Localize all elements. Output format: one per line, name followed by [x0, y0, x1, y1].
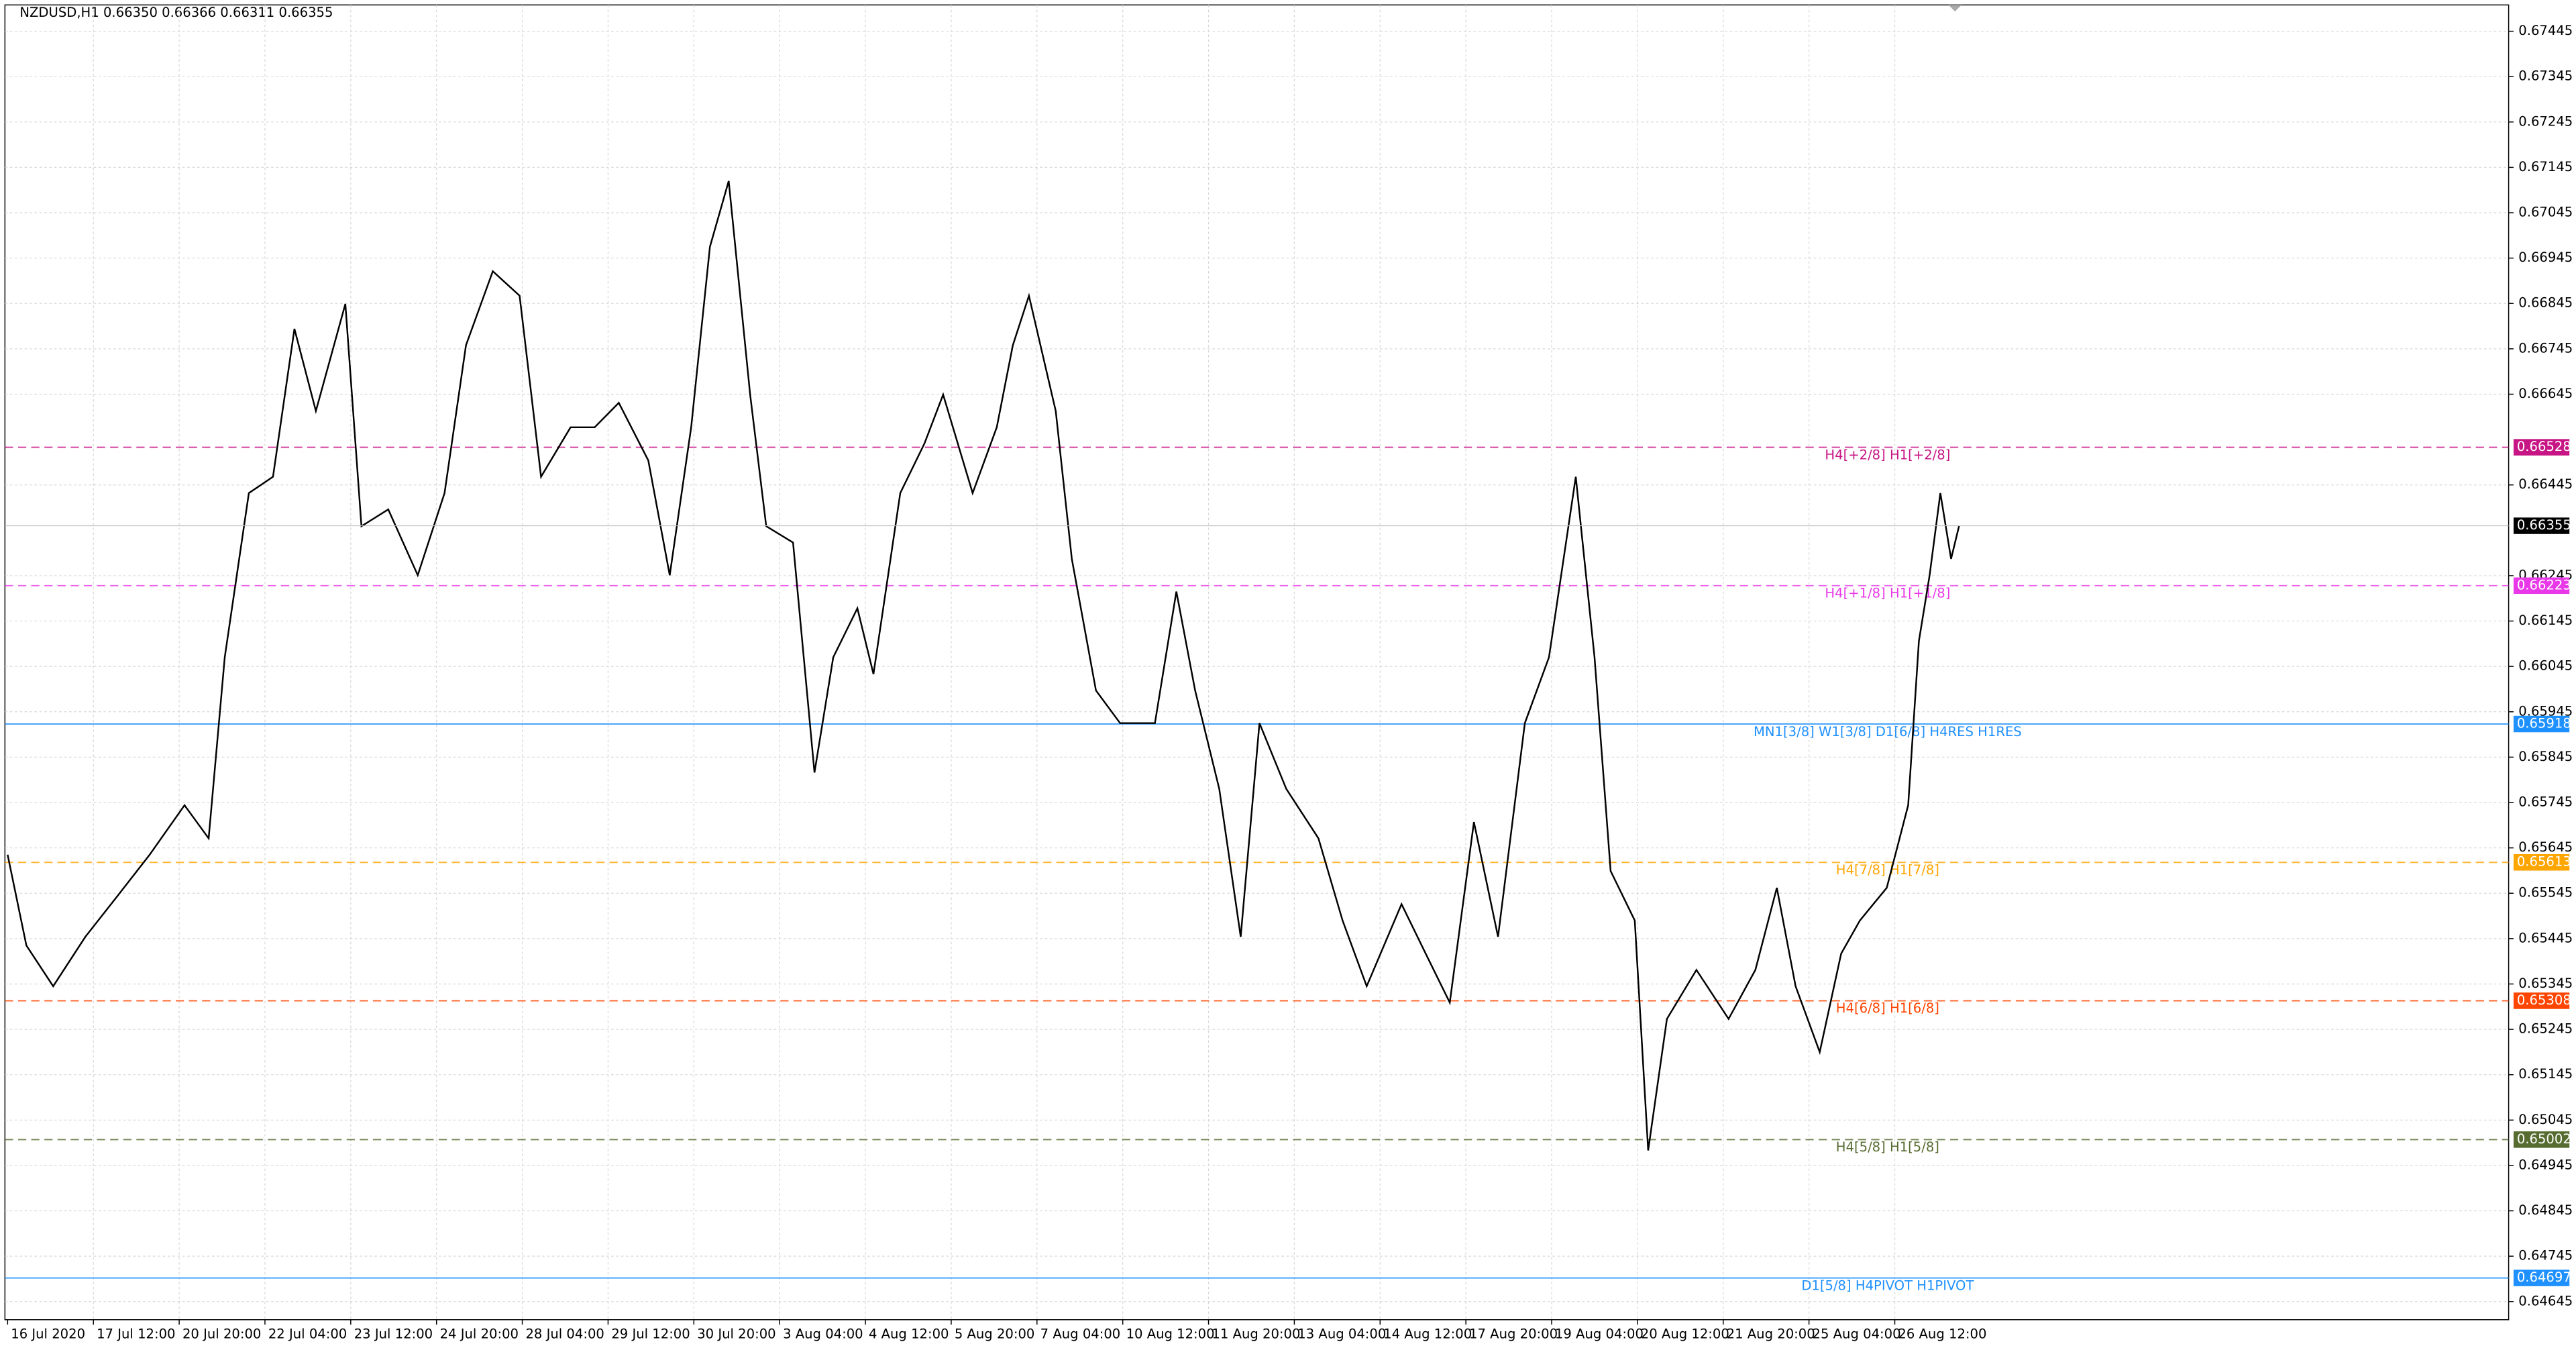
y-tick-label: 0.65245: [2518, 1021, 2573, 1037]
level-tag: [2513, 1270, 2570, 1286]
x-tick-label: 21 Aug 20:00: [1727, 1326, 1815, 1341]
x-tick-label: 19 Aug 04:00: [1555, 1326, 1644, 1341]
plot-frame: [4, 4, 2510, 1321]
x-tick-label: 13 Aug 04:00: [1297, 1326, 1386, 1341]
y-tick-label: 0.65745: [2518, 794, 2573, 810]
chart-title: NZDUSD,H1 0.66350 0.66366 0.66311 0.6635…: [19, 5, 333, 20]
y-tick-label: 0.66745: [2518, 340, 2573, 356]
x-tick-label: 26 Aug 12:00: [1898, 1326, 1986, 1341]
y-tick-label: 0.65645: [2518, 839, 2573, 855]
x-tick-label: 20 Aug 12:00: [1641, 1326, 1729, 1341]
level-label: H4[7/8] H1[7/8]: [1836, 862, 1939, 878]
y-tick-label: 0.66645: [2518, 386, 2573, 401]
x-tick-label: 5 Aug 20:00: [955, 1326, 1035, 1341]
level-label: H4[+2/8] H1[+2/8]: [1825, 447, 1950, 462]
level-label: MN1[3/8] W1[3/8] D1[6/8] H4RES H1RES: [1754, 724, 2022, 739]
level-label: D1[5/8] H4PIVOT H1PIVOT: [1801, 1278, 1974, 1293]
y-tick-label: 0.66945: [2518, 250, 2573, 265]
level-tag-label: 0.65002: [2517, 1131, 2571, 1147]
x-tick-label: 28 Jul 04:00: [525, 1326, 604, 1341]
y-tick-label: 0.64945: [2518, 1157, 2573, 1172]
x-tick-label: 16 Jul 2020: [11, 1326, 85, 1341]
y-tick-label: 0.67145: [2518, 159, 2573, 174]
x-tick-label: 22 Jul 04:00: [268, 1326, 347, 1341]
x-tick-label: 10 Aug 12:00: [1126, 1326, 1215, 1341]
x-tick-label: 4 Aug 12:00: [869, 1326, 949, 1341]
level-label: H4[+1/8] H1[+1/8]: [1825, 586, 1950, 601]
level-label: H4[6/8] H1[6/8]: [1836, 1000, 1939, 1016]
level-tag-label: 0.66223: [2517, 577, 2571, 592]
level-tag-label: 0.66528: [2517, 439, 2571, 454]
y-tick-label: 0.65545: [2518, 885, 2573, 900]
y-tick-label: 0.64645: [2518, 1293, 2573, 1308]
y-tick-label: 0.65945: [2518, 703, 2573, 719]
level-tag: [2513, 1131, 2570, 1148]
level-label: H4[5/8] H1[5/8]: [1836, 1139, 1939, 1155]
y-tick-label: 0.65345: [2518, 976, 2573, 991]
y-tick-label: 0.66445: [2518, 476, 2573, 492]
x-tick-label: 14 Aug 12:00: [1383, 1326, 1472, 1341]
level-tag-label: 0.64697: [2517, 1270, 2571, 1285]
x-tick-label: 23 Jul 12:00: [354, 1326, 433, 1341]
y-tick-label: 0.65845: [2518, 749, 2573, 764]
x-tick-label: 17 Aug 20:00: [1469, 1326, 1558, 1341]
y-tick-label: 0.66845: [2518, 295, 2573, 311]
level-tag: [2513, 577, 2570, 594]
shift-marker: [1948, 5, 1962, 12]
x-tick-label: 24 Jul 20:00: [440, 1326, 519, 1341]
last-price-tag: [2513, 517, 2570, 534]
y-tick-label: 0.65045: [2518, 1112, 2573, 1127]
x-tick-label: 30 Jul 20:00: [697, 1326, 775, 1341]
y-tick-label: 0.67445: [2518, 23, 2573, 38]
y-tick-label: 0.66045: [2518, 658, 2573, 674]
y-tick-label: 0.64745: [2518, 1248, 2573, 1263]
level-tag-label: 0.65613: [2517, 854, 2571, 870]
x-tick-label: 3 Aug 04:00: [783, 1326, 863, 1341]
y-tick-label: 0.67045: [2518, 205, 2573, 220]
y-tick-label: 0.67345: [2518, 68, 2573, 84]
x-tick-label: 7 Aug 04:00: [1040, 1326, 1121, 1341]
last-price-label: 0.66355: [2517, 517, 2571, 533]
level-tag-label: 0.65918: [2517, 716, 2571, 731]
level-tag: [2513, 715, 2570, 733]
y-tick-label: 0.64845: [2518, 1202, 2573, 1218]
y-tick-label: 0.65145: [2518, 1066, 2573, 1082]
price-line: [7, 180, 1960, 1151]
x-tick-label: 17 Jul 12:00: [97, 1326, 175, 1341]
y-tick-label: 0.66145: [2518, 613, 2573, 628]
level-tag: [2513, 992, 2570, 1009]
x-tick-label: 29 Jul 12:00: [611, 1326, 690, 1341]
y-tick-label: 0.67245: [2518, 113, 2573, 129]
level-tag: [2513, 439, 2570, 456]
x-tick-label: 25 Aug 04:00: [1813, 1326, 1901, 1341]
x-tick-label: 20 Jul 20:00: [182, 1326, 261, 1341]
x-tick-label: 11 Aug 20:00: [1212, 1326, 1300, 1341]
y-tick-label: 0.65445: [2518, 930, 2573, 945]
level-tag: [2513, 854, 2570, 871]
level-tag-label: 0.65308: [2517, 992, 2571, 1008]
